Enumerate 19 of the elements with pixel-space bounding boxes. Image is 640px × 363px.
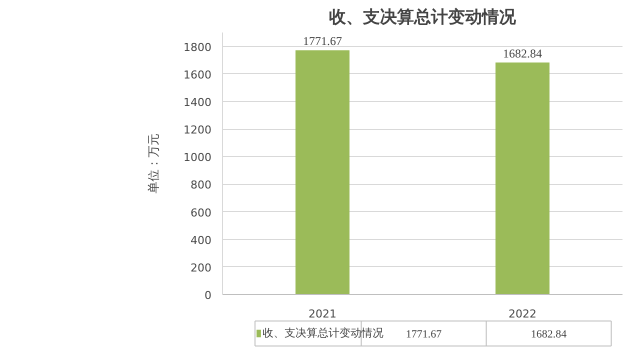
text: 1682.84 — [530, 328, 568, 340]
y-tick-label: 1000 — [184, 151, 212, 164]
x-tick-label: 2022 — [508, 308, 537, 320]
y-tick-label: 1200 — [184, 124, 212, 137]
y-tick-label: 200 — [190, 261, 212, 274]
y-tick-label: 1600 — [184, 68, 212, 82]
text: 1771.67 — [406, 328, 442, 340]
y-tick-label: 800 — [190, 178, 212, 192]
y-tick-label: 0 — [204, 289, 212, 302]
y-tick-label: 400 — [190, 234, 212, 247]
x-tick-label: 2021 — [308, 308, 337, 320]
y-tick-label: 1800 — [184, 40, 212, 54]
y-axis-title: 单位：万元 — [146, 134, 161, 194]
chart-title: 收、支决算总计变动情况 — [329, 8, 517, 28]
data-label: 1771.67 — [303, 34, 342, 48]
legend-label: 收、支决算总计变动情况 — [262, 326, 384, 340]
data-label: 1682.84 — [503, 46, 542, 60]
y-tick-label: 1400 — [184, 96, 212, 109]
y-tick-label: 600 — [190, 206, 212, 220]
